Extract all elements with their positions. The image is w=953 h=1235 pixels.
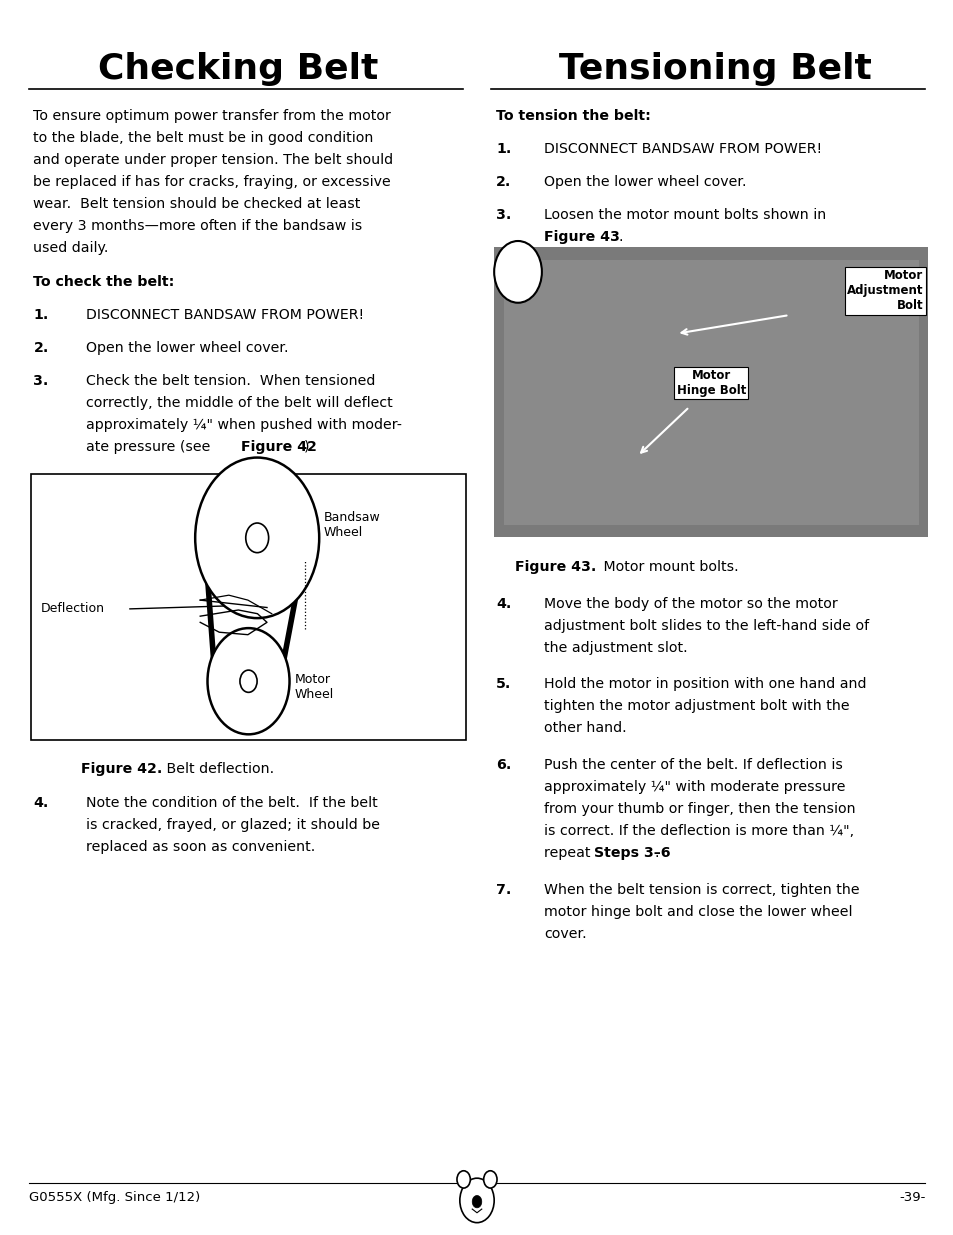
Circle shape (459, 1178, 494, 1223)
Text: tighten the motor adjustment bolt with the: tighten the motor adjustment bolt with t… (543, 699, 848, 714)
Text: adjustment bolt slides to the left-hand side of: adjustment bolt slides to the left-hand … (543, 619, 868, 632)
Text: 5.: 5. (496, 678, 511, 692)
Text: ate pressure (see: ate pressure (see (86, 440, 217, 453)
Text: 6.: 6. (496, 758, 511, 772)
Text: Loosen the motor mount bolts shown in: Loosen the motor mount bolts shown in (543, 207, 825, 221)
Text: 3.: 3. (496, 207, 511, 221)
Text: 4.: 4. (33, 797, 49, 810)
Text: wear.  Belt tension should be checked at least: wear. Belt tension should be checked at … (33, 196, 360, 211)
Text: Motor
Adjustment
Bolt: Motor Adjustment Bolt (846, 269, 923, 312)
Text: approximately ¼" when pushed with moder-: approximately ¼" when pushed with moder- (86, 417, 401, 432)
Text: ).: ). (303, 440, 313, 453)
Bar (503, 259, 918, 525)
Text: Deflection: Deflection (41, 601, 105, 615)
Text: Motor
Wheel: Motor Wheel (294, 673, 334, 701)
Text: !: ! (514, 254, 521, 273)
Text: every 3 months—more often if the bandsaw is: every 3 months—more often if the bandsaw… (33, 219, 362, 232)
Text: replaced as soon as convenient.: replaced as soon as convenient. (86, 841, 314, 855)
Text: 1.: 1. (496, 142, 511, 156)
Bar (31, 474, 465, 740)
Text: Figure 43.: Figure 43. (515, 559, 596, 573)
Text: Figure 43: Figure 43 (543, 230, 619, 243)
Text: from your thumb or finger, then the tension: from your thumb or finger, then the tens… (543, 803, 855, 816)
Circle shape (240, 671, 256, 693)
Text: When the belt tension is correct, tighten the: When the belt tension is correct, tighte… (543, 883, 859, 897)
Text: Open the lower wheel cover.: Open the lower wheel cover. (86, 341, 288, 354)
Text: To check the belt:: To check the belt: (33, 275, 174, 289)
Text: Checking Belt: Checking Belt (98, 52, 378, 86)
Text: 3.: 3. (33, 374, 49, 388)
Circle shape (483, 1171, 497, 1188)
Text: motor hinge bolt and close the lower wheel: motor hinge bolt and close the lower whe… (543, 905, 851, 919)
Text: Bandsaw
Wheel: Bandsaw Wheel (324, 511, 380, 540)
Text: 4.: 4. (496, 597, 511, 610)
Circle shape (472, 1195, 481, 1208)
Text: used daily.: used daily. (33, 241, 109, 254)
Text: -39-: -39- (898, 1191, 924, 1204)
Text: 7.: 7. (496, 883, 511, 897)
Circle shape (208, 629, 290, 735)
Text: Tensioning Belt: Tensioning Belt (558, 52, 871, 86)
Text: other hand.: other hand. (543, 721, 626, 735)
Text: Motor
Hinge Bolt: Motor Hinge Bolt (676, 369, 745, 398)
Text: 2.: 2. (33, 341, 49, 354)
Text: Move the body of the motor so the motor: Move the body of the motor so the motor (543, 597, 837, 610)
Text: is correct. If the deflection is more than ¼",: is correct. If the deflection is more th… (543, 824, 853, 839)
Text: Steps 3–6: Steps 3–6 (594, 846, 670, 860)
Text: Note the condition of the belt.  If the belt: Note the condition of the belt. If the b… (86, 797, 377, 810)
Text: to the blade, the belt must be in good condition: to the blade, the belt must be in good c… (33, 131, 374, 144)
Text: 2.: 2. (496, 174, 511, 189)
Text: Figure 42.: Figure 42. (81, 762, 162, 776)
Text: Push the center of the belt. If deflection is: Push the center of the belt. If deflecti… (543, 758, 841, 772)
Text: approximately ¼" with moderate pressure: approximately ¼" with moderate pressure (543, 781, 844, 794)
Text: Belt deflection.: Belt deflection. (162, 762, 274, 776)
Circle shape (456, 1171, 470, 1188)
Text: and operate under proper tension. The belt should: and operate under proper tension. The be… (33, 153, 393, 167)
Text: DISCONNECT BANDSAW FROM POWER!: DISCONNECT BANDSAW FROM POWER! (86, 308, 364, 322)
Text: To tension the belt:: To tension the belt: (496, 109, 650, 122)
Text: be replaced if has for cracks, fraying, or excessive: be replaced if has for cracks, fraying, … (33, 174, 391, 189)
Text: cover.: cover. (543, 927, 586, 941)
Text: correctly, the middle of the belt will deflect: correctly, the middle of the belt will d… (86, 396, 393, 410)
Text: Check the belt tension.  When tensioned: Check the belt tension. When tensioned (86, 374, 375, 388)
Text: To ensure optimum power transfer from the motor: To ensure optimum power transfer from th… (33, 109, 391, 122)
Text: Hold the motor in position with one hand and: Hold the motor in position with one hand… (543, 678, 865, 692)
Bar (494, 247, 927, 537)
Text: G0555X (Mfg. Since 1/12): G0555X (Mfg. Since 1/12) (29, 1191, 200, 1204)
Text: .: . (654, 846, 659, 860)
Text: .: . (618, 230, 622, 243)
Circle shape (195, 458, 319, 619)
Text: Open the lower wheel cover.: Open the lower wheel cover. (543, 174, 745, 189)
Text: repeat: repeat (543, 846, 594, 860)
Text: Figure 42: Figure 42 (241, 440, 317, 453)
Text: Motor mount bolts.: Motor mount bolts. (598, 559, 738, 573)
Circle shape (246, 524, 269, 553)
Text: 1.: 1. (33, 308, 49, 322)
Circle shape (494, 241, 541, 303)
Text: is cracked, frayed, or glazed; it should be: is cracked, frayed, or glazed; it should… (86, 819, 379, 832)
Text: DISCONNECT BANDSAW FROM POWER!: DISCONNECT BANDSAW FROM POWER! (543, 142, 821, 156)
Text: the adjustment slot.: the adjustment slot. (543, 641, 687, 655)
